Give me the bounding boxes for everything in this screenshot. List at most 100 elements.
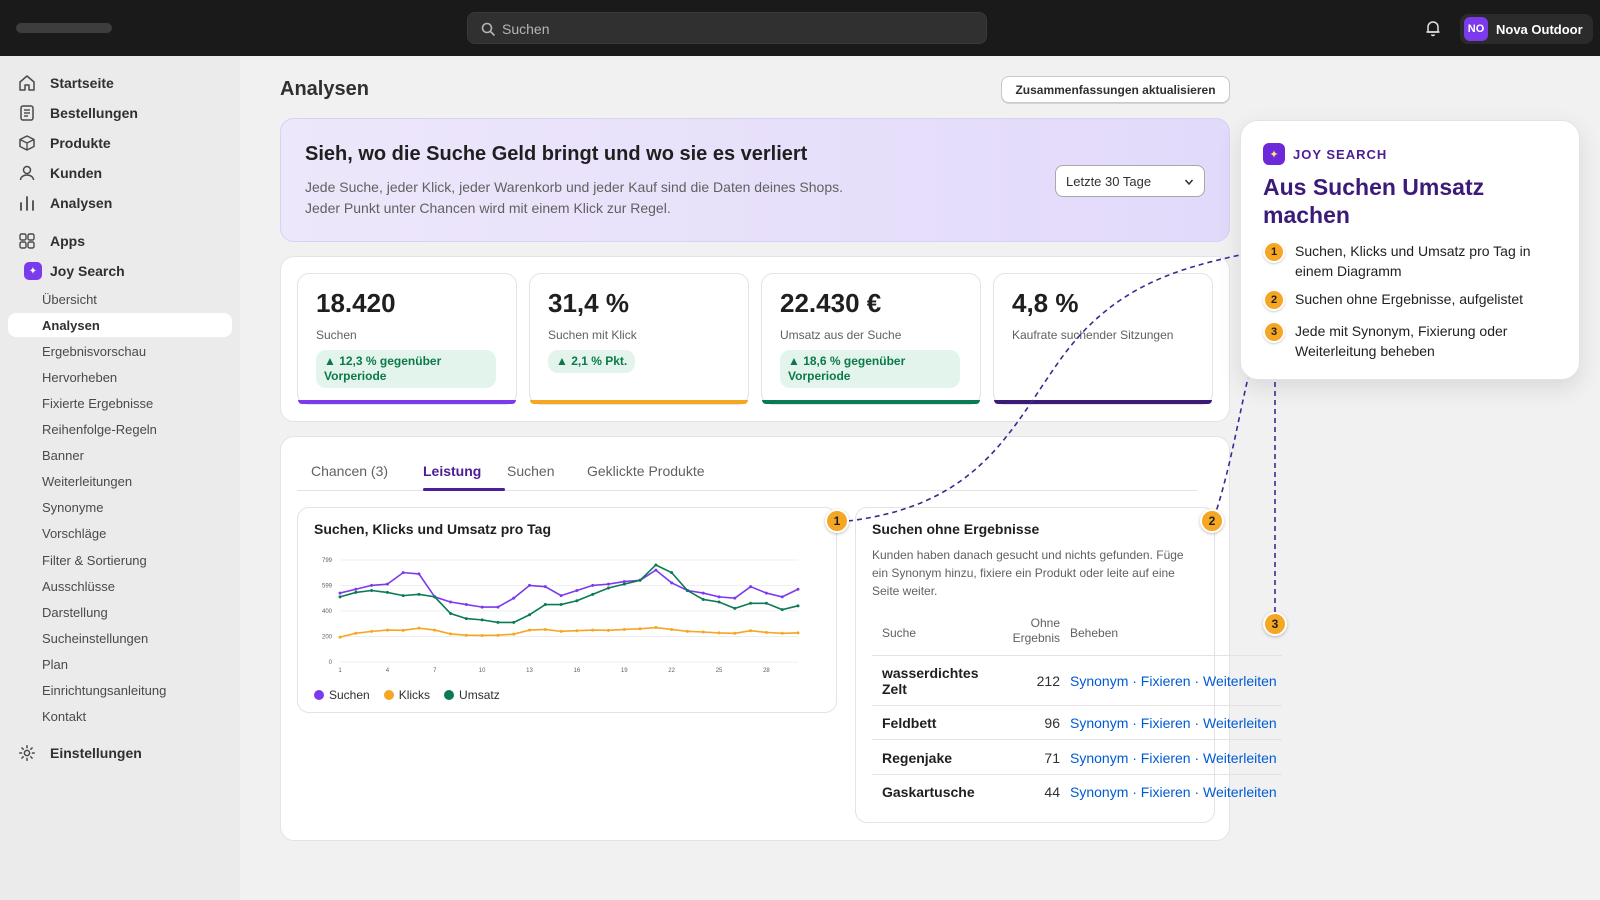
x-tick-label: 25 <box>716 668 723 674</box>
bell-icon[interactable] <box>1424 19 1442 37</box>
sidebar-item-1[interactable]: Startseite <box>8 69 232 97</box>
sidebar-app-joy-search[interactable]: ✦ Joy Search <box>8 257 232 285</box>
data-point <box>780 631 784 635</box>
step-text: Suchen ohne Ergebnisse, aufgelistet <box>1295 291 1524 307</box>
app-nav-item[interactable]: Analysen <box>8 313 232 338</box>
legend-label: Suchen <box>329 688 370 702</box>
app-nav-item[interactable]: Übersicht <box>42 291 97 307</box>
data-point <box>654 626 658 630</box>
data-point <box>512 596 516 600</box>
data-point <box>685 629 689 633</box>
data-point <box>338 591 342 595</box>
data-point <box>528 583 532 587</box>
data-point <box>480 605 484 609</box>
tab-3[interactable]: Suchen <box>507 463 555 479</box>
app-nav-item[interactable]: Einrichtungsanleitung <box>42 683 167 698</box>
date-range-select[interactable]: Letzte 30 Tage <box>1055 165 1205 197</box>
legend-item[interactable]: Klicks <box>383 688 431 702</box>
shop-logo[interactable] <box>16 23 112 33</box>
tab-1[interactable]: Chancen (3) <box>311 463 389 479</box>
app-nav-item[interactable]: Synonyme <box>42 500 104 516</box>
sidebar-item-5[interactable]: Analysen <box>8 189 232 217</box>
app-nav-item[interactable]: Banner <box>42 448 84 464</box>
sidebar-item-3[interactable]: Produkte <box>8 129 232 157</box>
data-point <box>464 617 468 621</box>
kpi-card: 31,4 % Suchen mit Klick ▲ 2,1 % Pkt. <box>529 273 749 405</box>
zero-results-text: Kunden haben danach gesucht und nichts g… <box>872 548 1184 598</box>
app-nav-item[interactable]: Reihenfolge-Regeln <box>42 422 157 437</box>
data-point <box>543 627 547 631</box>
sidebar-item-6[interactable]: Apps <box>8 227 232 255</box>
fix-actions-link[interactable]: Synonym · Fixieren · Weiterleiten <box>1070 784 1277 800</box>
data-point <box>796 604 800 608</box>
data-point <box>606 582 610 586</box>
step-text: Jede mit Synonym, Fixierung oder Weiterl… <box>1295 323 1508 359</box>
fix-actions-link[interactable]: Synonym · Fixieren · Weiterleiten <box>1070 749 1277 766</box>
refresh-summaries-button[interactable]: Zusammenfassungen aktualisieren <box>1001 76 1230 103</box>
sidebar-item-label: Bestellungen <box>50 105 138 121</box>
data-point <box>685 589 689 593</box>
step-text: Suchen, Klicks und Umsatz pro Tag in ein… <box>1295 243 1531 279</box>
data-point <box>496 633 500 637</box>
table-row: Gaskartusche 44 Synonym · Fixieren · Weite… <box>872 775 1282 809</box>
legend-label: Klicks <box>398 688 431 702</box>
store-switcher[interactable]: NO Nova Outdoor <box>1460 14 1593 44</box>
y-tick-label: 0 <box>329 660 333 666</box>
data-point <box>433 595 437 599</box>
hero-banner: Sieh, wo die Suche Geld bringt und wo si… <box>280 118 1230 242</box>
app-nav-item[interactable]: Hervorheben <box>42 369 118 385</box>
x-tick-label: 4 <box>386 668 390 674</box>
query-cell: Gaskartusche <box>882 784 975 800</box>
fix-actions-link[interactable]: Synonym · Fixieren · Weiterleiten <box>1070 673 1277 689</box>
app-nav-item[interactable]: Ergebnisvorschau <box>42 343 147 359</box>
data-point <box>559 603 563 607</box>
data-point <box>780 595 784 599</box>
sidebar-item-label: Analysen <box>50 195 113 211</box>
app-nav-item[interactable]: Ausschlüsse <box>42 578 115 594</box>
data-point <box>733 606 737 610</box>
data-point <box>385 590 389 594</box>
data-point <box>512 632 516 636</box>
count-cell: 96 <box>1044 715 1060 731</box>
count-cell: 212 <box>1036 673 1060 689</box>
sidebar-item-settings[interactable]: Einstellungen <box>8 739 232 767</box>
app-nav-item[interactable]: Kontakt <box>42 709 87 725</box>
app-nav-item[interactable]: Fixierte Ergebnisse <box>42 395 154 411</box>
app-nav-item[interactable]: Weiterleitungen <box>42 474 133 490</box>
series-line-klicks <box>339 626 799 638</box>
app-nav-item[interactable]: Darstellung <box>42 604 108 620</box>
global-search[interactable]: Suchen <box>467 12 987 44</box>
app-nav-item[interactable]: Sucheinstellungen <box>42 630 149 646</box>
chart-legend: Suchen Klicks Umsatz <box>314 688 500 702</box>
hero-title: Sieh, wo die Suche Geld bringt und wo si… <box>305 143 808 165</box>
tab-4[interactable]: Geklickte Produkte <box>587 463 705 479</box>
sidebar-item-2[interactable]: Bestellungen <box>8 99 232 127</box>
data-point <box>401 594 405 598</box>
data-point <box>575 629 579 633</box>
x-tick-label: 10 <box>479 668 486 674</box>
data-point <box>638 627 642 631</box>
tab-bar: Chancen (3) Leistung Suchen Geklickte Produ… <box>297 453 1197 491</box>
legend-item[interactable]: Umsatz <box>444 688 500 702</box>
app-nav-item[interactable]: Plan <box>42 656 69 672</box>
legend-swatch <box>314 690 324 700</box>
col-query: Suche <box>882 626 917 640</box>
fix-actions-link[interactable]: Synonym · Fixieren · Weiterleiten <box>1070 715 1277 731</box>
data-point <box>417 572 421 576</box>
app-nav-item[interactable]: Vorschläge <box>42 526 107 542</box>
kpi-delta-badge: ▲ 18,6 % gegenüber Vorperiode <box>780 350 960 388</box>
kpi-value: 31,4 % <box>548 288 629 318</box>
app-nav-item[interactable]: Filter & Sortierung <box>42 552 147 568</box>
legend-item[interactable]: Suchen <box>314 688 370 702</box>
data-point <box>464 633 468 637</box>
data-point <box>796 631 800 635</box>
tab-2[interactable]: Leistung <box>423 463 482 479</box>
sidebar-item-4[interactable]: Kunden <box>8 159 232 187</box>
settings-label: Einstellungen <box>50 745 142 761</box>
data-point <box>385 582 389 586</box>
search-icon <box>481 22 495 36</box>
data-point <box>764 630 768 634</box>
x-tick-label: 13 <box>526 668 533 674</box>
data-point <box>449 600 453 604</box>
